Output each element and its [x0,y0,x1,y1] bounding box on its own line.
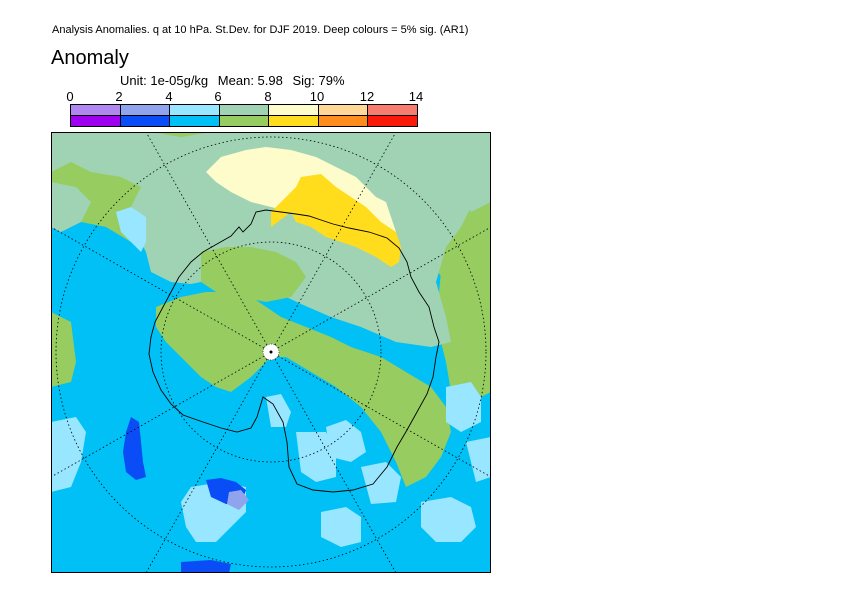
colorbar-light-swatch [120,105,171,115]
colorbar-tick: 0 [66,89,74,104]
figure-title: Analysis Anomalies. q at 10 hPa. St.Dev.… [52,24,469,36]
colorbar-light-swatch [170,105,220,115]
colorbar-deep-swatch [269,116,319,126]
anomaly-region [321,507,361,547]
coastline [148,209,440,493]
colorbar-light-swatch [368,105,418,115]
anomaly-region [446,382,481,432]
colorbar-tick: 6 [214,89,222,104]
colorbar-deep-swatch [318,116,369,126]
anomaly-region [361,462,401,504]
anomaly-region [51,132,491,347]
sig-label: Sig: 79% [292,73,345,88]
anomaly-region [271,174,401,267]
panel-heading: Anomaly [51,47,129,69]
colorbar-deep-swatch [219,116,270,126]
colorbar-deep-swatch [368,116,418,126]
anomaly-region [116,207,146,252]
anomaly-region [436,272,491,402]
colorbar-deep-swatch [71,116,121,126]
colorbar-deep-swatch [120,116,171,126]
colorbar-light-swatch [269,105,319,115]
colorbar-deep-swatch [170,116,220,126]
unit-label: Unit: 1e-05g/kg [120,73,209,88]
colorbar-light-swatch [219,105,270,115]
anomaly-region [123,417,146,480]
mean-label: Mean: 5.98 [217,73,283,88]
anomaly-region [201,247,306,302]
anomaly-region [266,394,291,427]
anomaly-map [51,132,491,573]
anomaly-region [181,560,231,573]
colorbar-tick: 4 [165,89,173,104]
colorbar-tick: 2 [115,89,123,104]
colorbar-light-row [70,104,418,115]
colorbar-tick: 8 [264,89,272,104]
anomaly-region [466,437,491,482]
anomaly-region [296,432,336,482]
colorbar-tick: 12 [359,89,375,104]
graticule [51,132,491,573]
anomaly-region [51,182,91,232]
colorbar-tick: 14 [408,89,424,104]
anomaly-region [156,292,451,487]
stats-line: Unit: 1e-05g/kg Mean: 5.98 Sig: 79% [120,73,351,88]
colorbar-deep-row [70,115,418,127]
anomaly-region [421,497,476,542]
anomaly-region [51,417,86,492]
colorbar-light-swatch [71,105,121,115]
anomaly-region [451,137,491,212]
colorbar-light-swatch [318,105,369,115]
anomaly-region [326,420,366,462]
map-frame [51,132,491,573]
anomaly-region [227,490,249,510]
colorbar-tick: 10 [309,89,325,104]
